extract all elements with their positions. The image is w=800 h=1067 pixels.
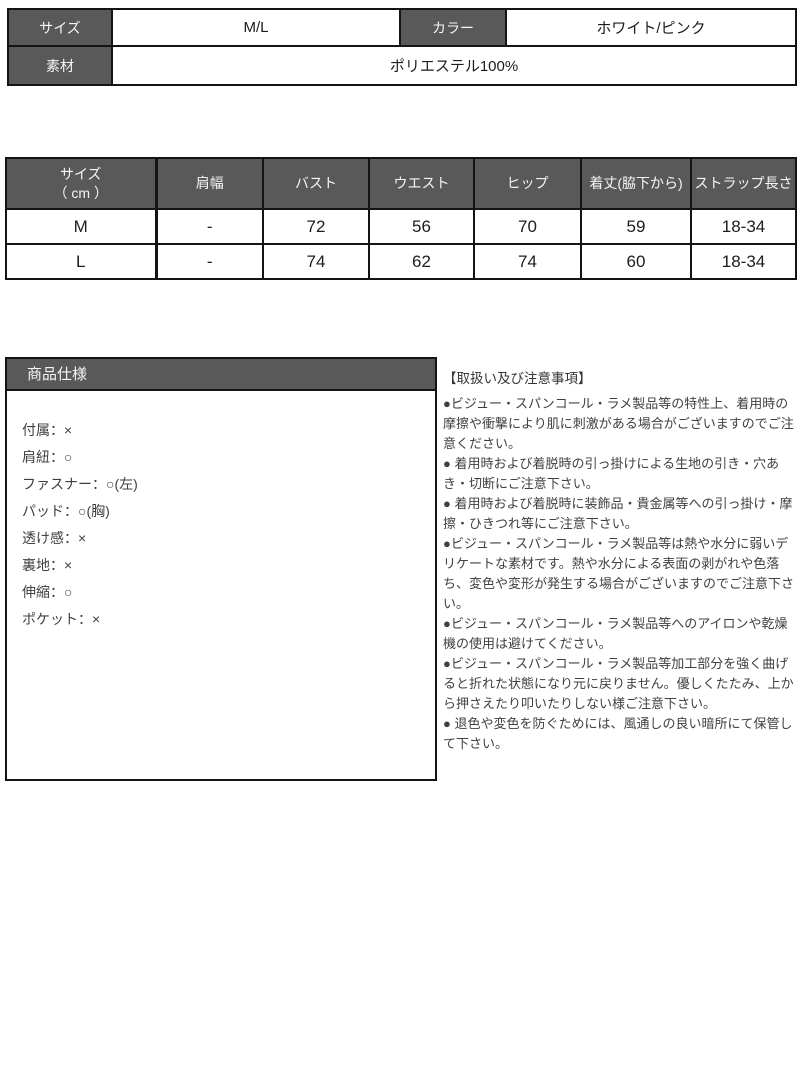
size-chart-header-waist: ウエスト (368, 157, 475, 210)
care-note-iron-dryer: ●ビジュー・スパンコール・ラメ製品等へのアイロンや乾燥機の使用は避けてください。 (443, 616, 788, 651)
size-chart-cell: 62 (368, 243, 475, 280)
care-note-heat-moisture: ●ビジュー・スパンコール・ラメ製品等は熱や水分に弱いデリケートな素材です。熱や水… (443, 536, 795, 611)
spec-item-pocket: ポケット：× (22, 611, 101, 627)
size-chart-table: サイズ （ cm ） 肩幅 バスト ウエスト ヒップ 着丈(脇下から) ストラッ… (5, 157, 797, 280)
size-chart-cell: 18-34 (690, 208, 797, 245)
size-chart-cell: 60 (580, 243, 692, 280)
size-chart-cell: - (155, 243, 264, 280)
care-note-friction: ●ビジュー・スパンコール・ラメ製品等の特性上、着用時の摩擦や衝撃により肌に刺激が… (443, 396, 794, 451)
care-note-bending: ●ビジュー・スパンコール・ラメ製品等加工部分を強く曲げると折れた状態になり元に戻… (443, 656, 794, 711)
size-chart-cell: L (5, 243, 158, 280)
size-chart-row-m: M - 72 56 70 59 18-34 (5, 208, 797, 245)
info-row-size-color: サイズ M/L カラー ホワイト/ピンク (7, 8, 797, 47)
care-notes: 【取扱い及び注意事項】 ●ビジュー・スパンコール・ラメ製品等の特性上、着用時の摩… (443, 370, 799, 754)
size-chart-cell: 72 (262, 208, 370, 245)
size-chart-header-strap: ストラップ長さ (690, 157, 797, 210)
size-chart-cell: 59 (580, 208, 692, 245)
care-note-jewelry: ● 着用時および着脱時に装飾品・貴金属等への引っ掛け・摩擦・ひきつれ等にご注意下… (443, 496, 793, 531)
spec-item-sheerness: 透け感：× (22, 530, 87, 546)
info-row-material: 素材 ポリエステル100% (7, 45, 797, 86)
size-chart-cell: 74 (262, 243, 370, 280)
color-value-cell: ホワイト/ピンク (505, 8, 797, 47)
spec-item-accessories: 付属：× (22, 422, 73, 438)
care-note-snagging: ● 着用時および着脱時の引っ掛けによる生地の引き・穴あき・切断にご注意下さい。 (443, 456, 780, 491)
size-chart-cell: 74 (473, 243, 582, 280)
material-value-cell: ポリエステル100% (111, 45, 797, 86)
spec-item-fastener: ファスナー：○(左) (22, 476, 138, 492)
size-chart-header-length: 着丈(脇下から) (580, 157, 692, 210)
product-info-table: サイズ M/L カラー ホワイト/ピンク 素材 ポリエステル100% (7, 8, 797, 86)
spec-item-shoulder-strap: 肩紐：○ (22, 449, 73, 465)
size-chart-cell: 70 (473, 208, 582, 245)
size-chart-header-hip: ヒップ (473, 157, 582, 210)
size-chart-cell: 18-34 (690, 243, 797, 280)
size-chart-header-shoulder: 肩幅 (155, 157, 264, 210)
spec-item-stretch: 伸縮：○ (22, 584, 73, 600)
size-chart-cell: - (155, 208, 264, 245)
product-spec-box: 商品仕様 付属：× 肩紐：○ ファスナー：○(左) パッド：○(胸) 透け感：×… (5, 357, 437, 781)
size-label-cell: サイズ (7, 8, 113, 47)
size-chart-cell: M (5, 208, 158, 245)
care-note-storage: ● 退色や変色を防ぐためには、風通しの良い暗所にて保管して下さい。 (443, 716, 793, 751)
size-chart-header-bust: バスト (262, 157, 370, 210)
spec-box-title: 商品仕様 (7, 359, 435, 391)
size-chart-cell: 56 (368, 208, 475, 245)
color-label-cell: カラー (399, 8, 507, 47)
size-chart-header-row: サイズ （ cm ） 肩幅 バスト ウエスト ヒップ 着丈(脇下から) ストラッ… (5, 157, 797, 210)
care-notes-title: 【取扱い及び注意事項】 (443, 371, 592, 386)
size-chart-header-size-cm: サイズ （ cm ） (5, 157, 158, 210)
material-label-cell: 素材 (7, 45, 113, 86)
spec-box-body: 付属：× 肩紐：○ ファスナー：○(左) パッド：○(胸) 透け感：× 裏地：×… (7, 391, 435, 633)
size-value-cell: M/L (111, 8, 401, 47)
size-chart-row-l: L - 74 62 74 60 18-34 (5, 243, 797, 280)
spec-item-pad: パッド：○(胸) (22, 503, 110, 519)
spec-item-lining: 裏地：× (22, 557, 73, 573)
